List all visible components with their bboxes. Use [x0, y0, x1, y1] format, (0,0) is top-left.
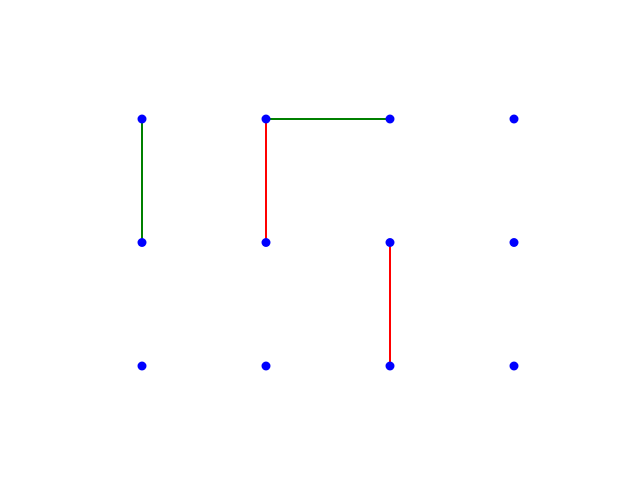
- dot-r1-c0[interactable]: [137, 238, 147, 247]
- edges-layer: [141, 118, 391, 366]
- dot-r0-c2[interactable]: [385, 114, 395, 124]
- dot-r0-c3[interactable]: [509, 114, 519, 124]
- dot-r2-c3[interactable]: [509, 361, 519, 371]
- dots-layer: [137, 114, 519, 371]
- dot-r1-c2[interactable]: [385, 238, 395, 247]
- dot-r1-c1[interactable]: [261, 238, 271, 247]
- dot-r0-c0[interactable]: [137, 114, 147, 124]
- dot-r2-c1[interactable]: [261, 361, 271, 371]
- dot-r2-c0[interactable]: [137, 361, 147, 371]
- dot-r2-c2[interactable]: [385, 361, 395, 371]
- dot-r1-c3[interactable]: [509, 238, 519, 247]
- dot-r0-c1[interactable]: [261, 114, 271, 124]
